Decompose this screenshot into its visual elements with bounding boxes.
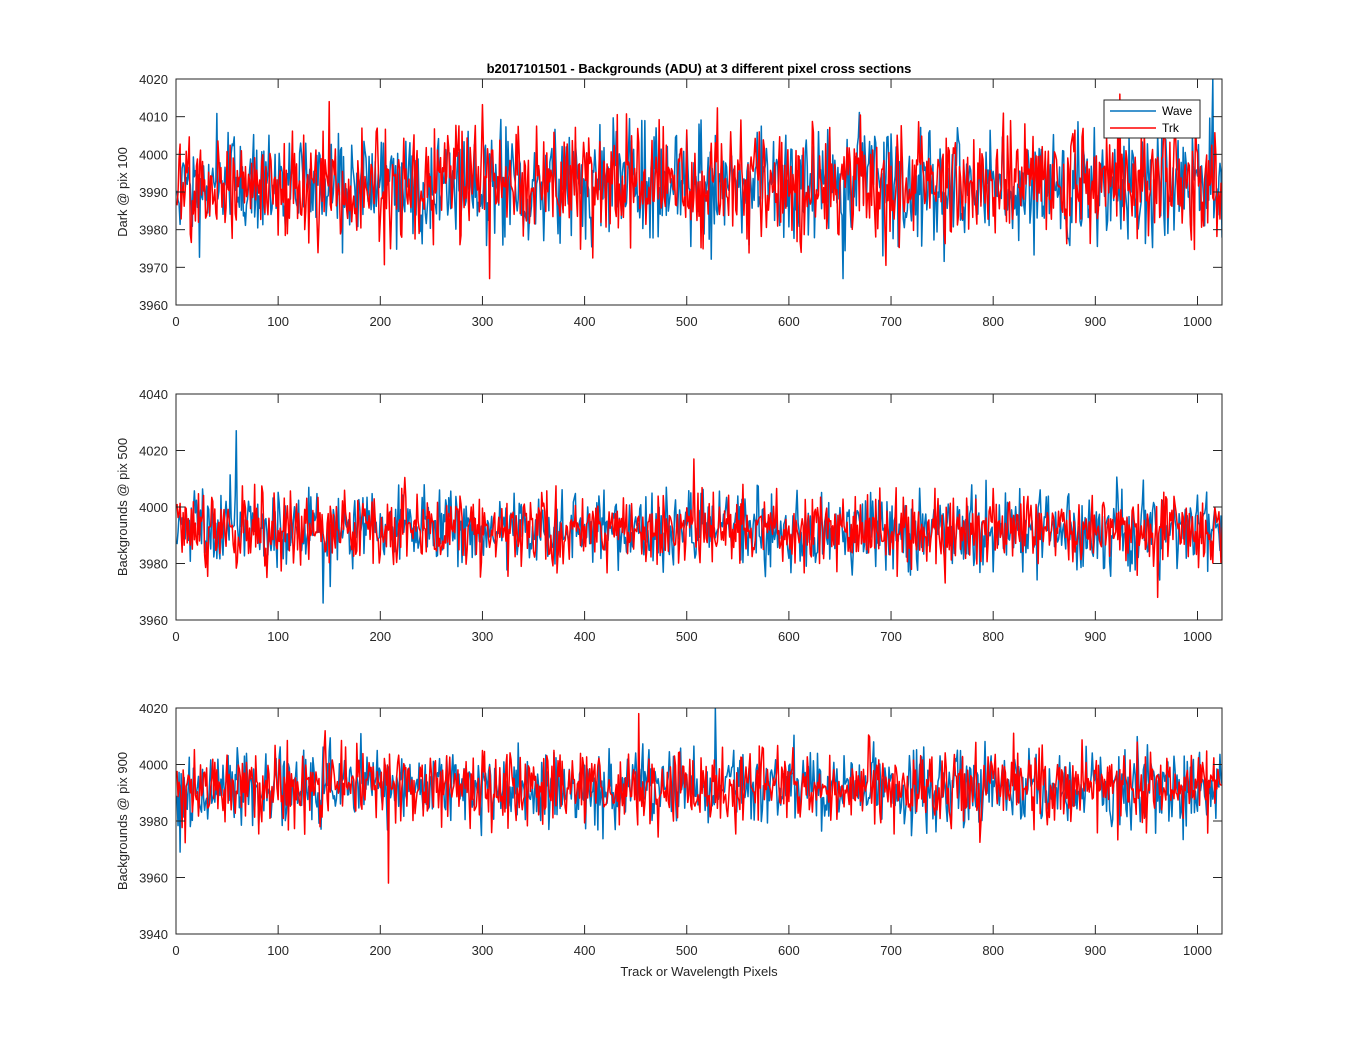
y-tick-label: 4010 — [139, 110, 168, 125]
x-tick-label: 300 — [472, 629, 494, 644]
x-tick-label: 1000 — [1183, 943, 1212, 958]
series-line-trk — [176, 458, 1222, 599]
x-tick-label: 200 — [369, 943, 391, 958]
subplot-backgrounds-pix-900: 0 100 200 300 400 500 600 700 800 900 1000 3940 3960… — [115, 701, 1223, 958]
x-tick-label: 1000 — [1183, 629, 1212, 644]
y-tick-label: 4000 — [139, 500, 168, 515]
figure-title: b2017101501 - Backgrounds (ADU) at 3 dif… — [487, 61, 912, 76]
plot-area — [176, 394, 1222, 620]
y-tick-label: 3960 — [139, 298, 168, 313]
x-tick-label: 500 — [676, 629, 698, 644]
x-tick-label: 900 — [1084, 943, 1106, 958]
x-tick-label: 700 — [880, 629, 902, 644]
x-tick-label: 800 — [982, 314, 1004, 329]
y-tick-label: 3990 — [139, 185, 168, 200]
x-tick-label: 1000 — [1183, 314, 1212, 329]
x-tick-label: 900 — [1084, 629, 1106, 644]
x-tick-label: 900 — [1084, 314, 1106, 329]
y-tick-label: 3960 — [139, 871, 168, 886]
x-tick-label: 300 — [472, 314, 494, 329]
x-tick-label: 800 — [982, 943, 1004, 958]
y-tick-label: 3980 — [139, 223, 168, 238]
x-tick-label: 100 — [267, 314, 289, 329]
x-tick-label: 500 — [676, 314, 698, 329]
y-axis-label: Backgrounds @ pix 900 — [115, 752, 130, 890]
x-tick-label: 0 — [172, 629, 179, 644]
legend-label-wave: Wave — [1162, 104, 1193, 118]
x-tick-label: 600 — [778, 629, 800, 644]
x-tick-label: 200 — [369, 629, 391, 644]
x-axis-label: Track or Wavelength Pixels — [620, 964, 778, 979]
y-tick-label: 4020 — [139, 444, 168, 459]
x-tick-label: 0 — [172, 314, 179, 329]
y-tick-label: 4000 — [139, 758, 168, 773]
y-tick-label: 3980 — [139, 814, 168, 829]
x-tick-label: 600 — [778, 314, 800, 329]
subplot-dark-pix-100: 0 100 200 300 400 500 600 700 800 900 1000 3960 3970… — [115, 72, 1223, 329]
y-tick-label: 3960 — [139, 613, 168, 628]
plot-area — [176, 708, 1222, 934]
y-tick-label: 4040 — [139, 387, 168, 402]
y-tick-label: 3940 — [139, 927, 168, 942]
x-tick-label: 0 — [172, 943, 179, 958]
legend-label-trk: Trk — [1162, 121, 1180, 135]
x-tick-label: 500 — [676, 943, 698, 958]
x-tick-label: 800 — [982, 629, 1004, 644]
y-axis-label: Backgrounds @ pix 500 — [115, 438, 130, 576]
y-tick-label: 4000 — [139, 147, 168, 162]
series-line-trk — [176, 93, 1222, 280]
x-tick-label: 600 — [778, 943, 800, 958]
x-tick-label: 700 — [880, 943, 902, 958]
x-tick-label: 100 — [267, 943, 289, 958]
x-tick-label: 100 — [267, 629, 289, 644]
y-tick-label: 3970 — [139, 260, 168, 275]
x-tick-label: 300 — [472, 943, 494, 958]
x-tick-label: 400 — [574, 314, 596, 329]
y-axis-label: Dark @ pix 100 — [115, 147, 130, 237]
x-tick-label: 200 — [369, 314, 391, 329]
subplot-backgrounds-pix-500: 0 100 200 300 400 500 600 700 800 900 1000 3960 3980… — [115, 387, 1223, 644]
y-tick-label: 4020 — [139, 72, 168, 87]
series-line-trk — [176, 712, 1222, 884]
x-tick-label: 700 — [880, 314, 902, 329]
legend: Wave Trk — [1103, 99, 1201, 139]
y-tick-label: 4020 — [139, 701, 168, 716]
y-tick-label: 3980 — [139, 557, 168, 572]
x-tick-label: 400 — [574, 943, 596, 958]
x-tick-label: 400 — [574, 629, 596, 644]
legend-box — [1103, 99, 1201, 139]
